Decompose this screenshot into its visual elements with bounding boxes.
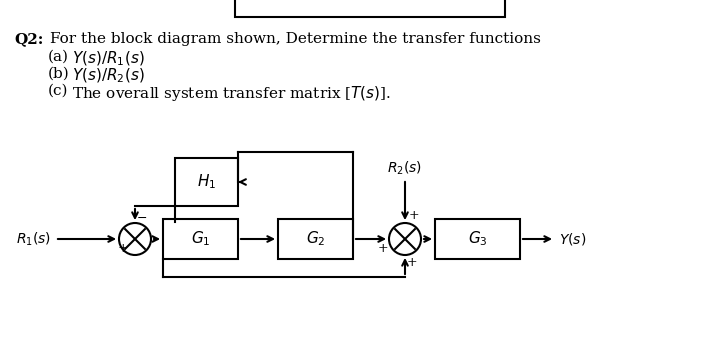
Text: +: +: [118, 242, 129, 255]
Text: $R_1(s)$: $R_1(s)$: [16, 230, 51, 248]
Text: $Y(s)/R_2(s)$: $Y(s)/R_2(s)$: [72, 67, 145, 85]
Text: Q2:: Q2:: [14, 32, 44, 46]
Text: $Y(s)/R_1(s)$: $Y(s)/R_1(s)$: [72, 50, 145, 68]
Text: $H_1$: $H_1$: [197, 173, 216, 192]
Bar: [435, 219, 520, 259]
Text: (a): (a): [48, 50, 69, 64]
Text: $Y(s)$: $Y(s)$: [559, 231, 586, 247]
Text: $G_2$: $G_2$: [306, 230, 325, 249]
Text: +: +: [409, 209, 419, 222]
Text: $R_2(s)$: $R_2(s)$: [387, 160, 422, 177]
Text: −: −: [137, 212, 148, 225]
Text: $G_3$: $G_3$: [467, 230, 487, 249]
Text: For the block diagram shown, Determine the transfer functions: For the block diagram shown, Determine t…: [50, 32, 541, 46]
Text: (c): (c): [48, 84, 68, 98]
Text: $G_1$: $G_1$: [191, 230, 210, 249]
Text: (b): (b): [48, 67, 70, 81]
Text: +: +: [377, 242, 388, 255]
Bar: [163, 219, 238, 259]
Bar: [235, 0, 505, 17]
Text: +: +: [407, 256, 418, 269]
Bar: [175, 158, 238, 206]
Text: The overall system transfer matrix [$\mathit{T}(s)$].: The overall system transfer matrix [$\ma…: [72, 84, 391, 103]
Bar: [278, 219, 353, 259]
